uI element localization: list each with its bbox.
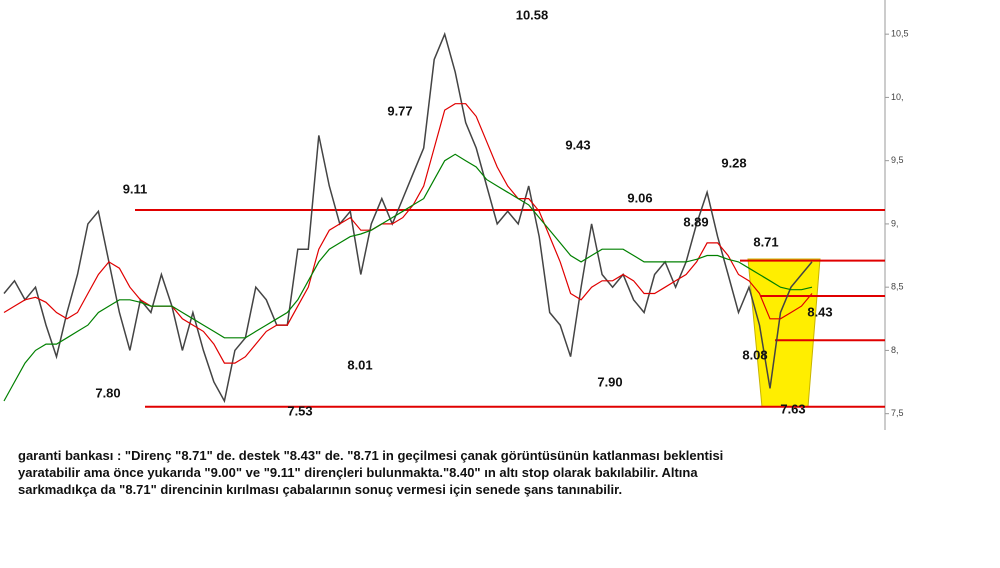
- annotation: 8.89: [683, 214, 708, 229]
- y-tick-label: 8,: [891, 345, 899, 355]
- annotation: 7.90: [597, 374, 622, 389]
- series-line: [3, 31, 813, 404]
- annotation: 9.06: [627, 190, 652, 205]
- annotation: 8.43: [807, 304, 832, 319]
- y-tick-label: 9,: [891, 218, 899, 228]
- note-line: garanti bankası : "Direnç "8.71" de. des…: [18, 448, 724, 463]
- annotation: 7.53: [287, 403, 312, 418]
- annotation: 8.08: [742, 347, 767, 362]
- note-line: sarkmadıkça da "8.71" direncinin kırılma…: [18, 482, 623, 497]
- y-tick-label: 7,5: [891, 408, 904, 418]
- annotation: 10.58: [516, 7, 549, 22]
- annotation: 9.43: [565, 137, 590, 152]
- series-line: [3, 153, 813, 402]
- cup-highlight: [747, 258, 821, 408]
- annotation: 9.77: [387, 103, 412, 118]
- annotation: 8.71: [753, 234, 778, 249]
- series-line: [3, 103, 813, 364]
- annotation: 8.01: [347, 357, 372, 372]
- y-tick-label: 8,5: [891, 282, 904, 292]
- annotation: 9.28: [721, 155, 746, 170]
- note: garanti bankası : "Direnç "8.71" de. des…: [18, 447, 988, 498]
- y-tick-label: 10,: [891, 92, 904, 102]
- note-line: yaratabilir ama önce yukarıda "9.00" ve …: [18, 465, 698, 480]
- annotation: 7.80: [95, 385, 120, 400]
- y-tick-label: 10,5: [891, 29, 909, 39]
- y-tick-label: 9,5: [891, 155, 904, 165]
- chart: 7,5 8, 8,5 9, 9,5 10, 10,5 9.11 7.80 7.53 8.01 9.77…: [3, 0, 909, 430]
- annotation: 7.63: [780, 401, 805, 416]
- annotation: 9.11: [123, 181, 148, 196]
